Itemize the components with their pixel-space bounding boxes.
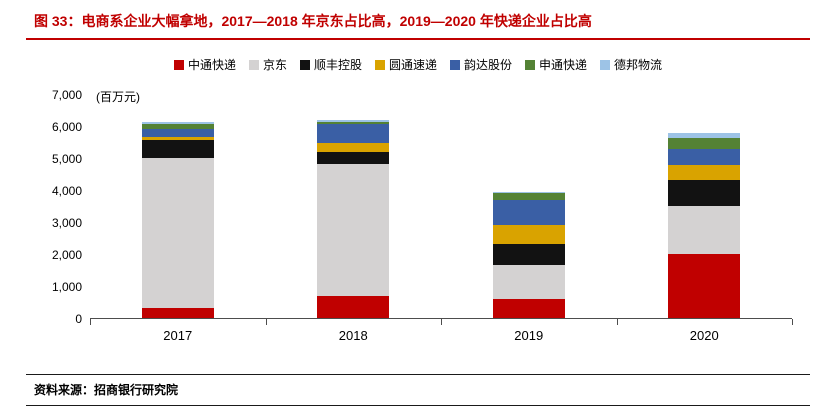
bar-segment-京东: [317, 164, 390, 296]
bar-segment-韵达股份: [668, 149, 741, 166]
legend-label: 中通快递: [187, 58, 236, 72]
bar-segment-申通快递: [141, 124, 214, 130]
legend-swatch-icon: [525, 59, 536, 70]
bar-segment-韵达股份: [317, 124, 390, 144]
legend-swatch-icon: [299, 59, 310, 70]
bar-segment-申通快递: [668, 137, 741, 150]
legend-label: 韵达股份: [464, 58, 513, 72]
bar-segment-圆通速递: [492, 225, 565, 245]
stacked-bar-2019: [492, 192, 565, 318]
y-tick-label: 0: [75, 312, 82, 326]
x-axis-tick: [265, 319, 267, 325]
legend-item-圆通速递: 圆通速递: [374, 56, 437, 73]
bar-segment-中通快递: [141, 308, 214, 318]
figure-title: 图 33：电商系企业大幅拿地，2017—2018 年京东占比高，2019—202…: [34, 13, 592, 29]
bar-segment-京东: [492, 265, 565, 299]
legend-item-韵达股份: 韵达股份: [450, 56, 512, 73]
legend-swatch-icon: [173, 59, 184, 70]
bar-segment-顺丰控股: [492, 244, 565, 266]
bar-column-2017: [90, 95, 266, 318]
bar-segment-圆通速递: [141, 137, 214, 141]
bar-column-2019: [441, 95, 617, 318]
bar-segment-韵达股份: [492, 199, 565, 226]
legend-swatch-icon: [248, 59, 259, 70]
y-axis-unit-label: (百万元): [96, 90, 140, 104]
legend-swatch-icon: [374, 59, 385, 70]
bar-columns: [90, 95, 792, 318]
bar-segment-圆通速递: [317, 143, 390, 153]
x-axis-tick: [90, 319, 91, 325]
legend-label: 圆通速递: [388, 58, 437, 72]
bar-segment-韵达股份: [141, 129, 214, 138]
x-axis-tick: [616, 319, 618, 325]
bar-segment-德邦物流: [141, 122, 214, 125]
legend-label: 顺丰控股: [313, 58, 362, 72]
legend-item-顺丰控股: 顺丰控股: [299, 56, 362, 73]
x-axis-tick: [441, 319, 442, 325]
x-axis-labels: 2017 2018 2019 2020: [90, 319, 792, 343]
y-tick-label: 4,000: [51, 184, 82, 198]
x-axis-tick: [792, 319, 793, 325]
y-tick-label: 2,000: [51, 248, 82, 262]
x-tick-label: 2020: [689, 328, 719, 343]
bar-segment-顺丰控股: [317, 152, 390, 165]
legend-label: 德邦物流: [614, 58, 663, 72]
chart: 0 1,000 2,000 3,000 4,000 5,000 6,000 7,000 (百万…: [26, 88, 810, 326]
bar-column-2018: [266, 95, 442, 318]
x-tick-label: 2019: [514, 328, 544, 343]
figure-header: 图 33：电商系企业大幅拿地，2017—2018 年京东占比高，2019—202…: [26, 0, 810, 40]
y-tick-label: 7,000: [51, 88, 82, 102]
bar-segment-申通快递: [317, 122, 390, 125]
bar-column-2020: [617, 95, 793, 318]
y-tick-label: 5,000: [51, 152, 82, 166]
bar-segment-顺丰控股: [668, 180, 741, 206]
bar-segment-京东: [141, 158, 214, 309]
bar-segment-圆通速递: [668, 165, 741, 181]
y-tick-label: 3,000: [51, 216, 82, 230]
bar-segment-德邦物流: [317, 120, 390, 123]
x-tick-label: 2017: [163, 328, 193, 343]
bar-segment-顺丰控股: [141, 140, 214, 159]
legend-item-德邦物流: 德邦物流: [600, 56, 662, 73]
source-text: 资料来源：招商银行研究院: [34, 383, 179, 397]
bar-segment-德邦物流: [492, 192, 565, 194]
legend-item-申通快递: 申通快递: [525, 56, 587, 73]
bar-segment-京东: [668, 206, 741, 254]
bar-segment-中通快递: [668, 254, 741, 318]
y-tick-label: 1,000: [51, 280, 82, 294]
figure-footer: 资料来源：招商银行研究院: [26, 374, 810, 406]
legend-item-中通快递: 中通快递: [173, 56, 236, 73]
plot-area: (百万元): [90, 90, 793, 325]
legend-item-京东: 京东: [248, 56, 287, 73]
bar-segment-申通快递: [492, 193, 565, 200]
x-tick-label: 2018: [338, 328, 368, 343]
legend-swatch-icon: [450, 59, 460, 70]
stacked-bar-2017: [141, 122, 214, 318]
legend-swatch-icon: [600, 59, 611, 70]
stacked-bar-2020: [668, 133, 741, 318]
legend-label: 申通快递: [539, 58, 588, 72]
bar-segment-中通快递: [492, 298, 565, 318]
bar-segment-德邦物流: [668, 133, 741, 138]
legend: 中通快递 京东 顺丰控股 圆通速递 韵达股份 申通快递 德邦物流: [26, 56, 810, 73]
y-axis: 0 1,000 2,000 3,000 4,000 5,000 6,000 7,000: [26, 88, 90, 326]
stacked-bar-2018: [317, 120, 390, 318]
legend-label: 京东: [262, 58, 287, 72]
y-tick-label: 6,000: [51, 120, 82, 134]
bar-segment-中通快递: [317, 295, 390, 318]
